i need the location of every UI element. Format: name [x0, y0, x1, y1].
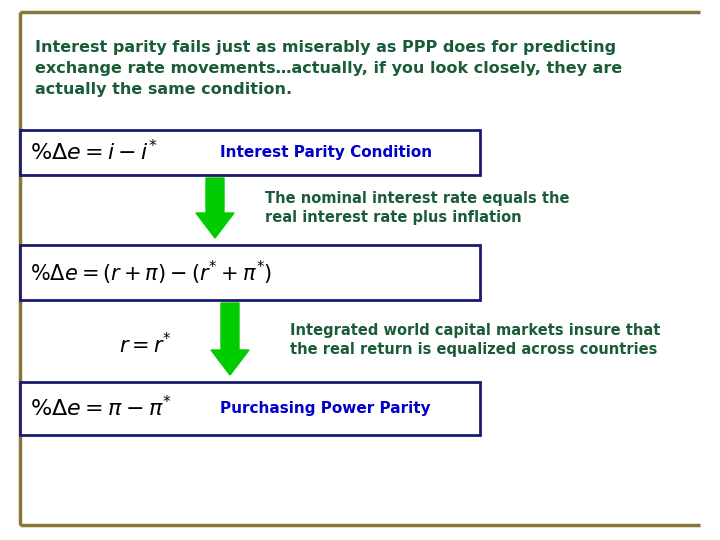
Text: Integrated world capital markets insure that
the real return is equalized across: Integrated world capital markets insure …: [290, 322, 660, 357]
Polygon shape: [211, 303, 249, 375]
Polygon shape: [196, 178, 234, 238]
Text: The nominal interest rate equals the
real interest rate plus inflation: The nominal interest rate equals the rea…: [265, 191, 570, 225]
Text: $\%\Delta e = \pi - \pi^{*}$: $\%\Delta e = \pi - \pi^{*}$: [30, 396, 172, 421]
Text: Purchasing Power Parity: Purchasing Power Parity: [220, 401, 431, 416]
Bar: [20, 245, 480, 300]
Bar: [20, 130, 480, 175]
Text: Interest Parity Condition: Interest Parity Condition: [220, 145, 432, 160]
Text: $r = r^{*}$: $r = r^{*}$: [119, 333, 171, 357]
Text: $\%\Delta e = (r+\pi)-(r^{*}+\pi^{*})$: $\%\Delta e = (r+\pi)-(r^{*}+\pi^{*})$: [30, 259, 272, 287]
Text: $\%\Delta e = i - i^{*}$: $\%\Delta e = i - i^{*}$: [30, 140, 158, 165]
Bar: [20, 382, 480, 435]
Text: Interest parity fails just as miserably as PPP does for predicting
exchange rate: Interest parity fails just as miserably …: [35, 40, 622, 97]
